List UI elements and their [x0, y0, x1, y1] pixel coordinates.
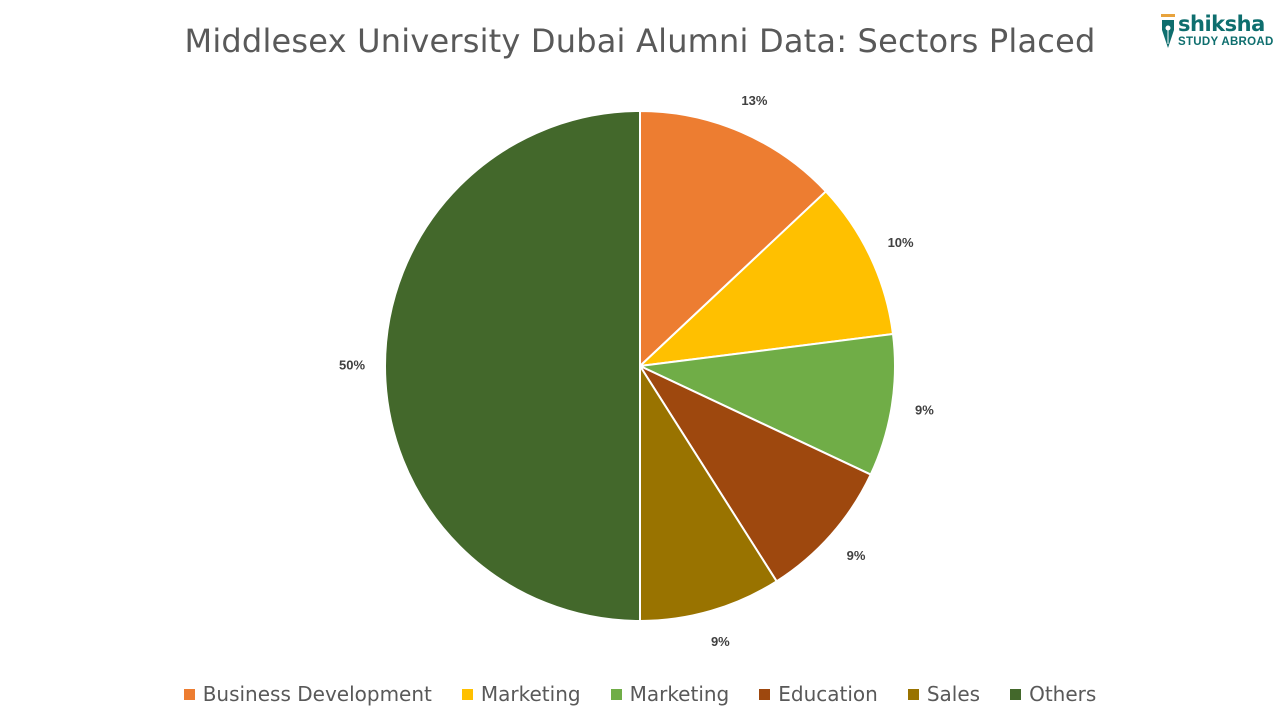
data-label-4: 9% [847, 548, 866, 563]
data-label-6: 50% [339, 357, 365, 372]
pie-chart: 13% 10% 9% 9% 9% 50% [339, 93, 934, 649]
legend-swatch [183, 688, 195, 700]
legend: Business Development Marketing Marketing Ed… [0, 680, 1280, 708]
data-label-3: 9% [915, 402, 934, 417]
legend-label: Business Development [202, 682, 432, 706]
pie-slices [384, 109, 896, 623]
legend-label: Marketing [480, 682, 581, 706]
legend-item-4: Education [759, 682, 878, 706]
logo-brand: shiksha [1178, 12, 1265, 36]
legend-item-3: Marketing [610, 682, 730, 706]
pie-data-labels: 13% 10% 9% 9% 9% 50% [339, 93, 934, 649]
pie-slice-4 [637, 363, 873, 583]
pen-nib-icon [1161, 14, 1175, 48]
pie-slice-3 [636, 332, 896, 476]
legend-label: Sales [926, 682, 981, 706]
legend-item-6: Others [1010, 682, 1096, 706]
data-label-1: 13% [741, 93, 767, 108]
data-label-2: 10% [888, 235, 914, 250]
chart-title: Middlesex University Dubai Alumni Data: … [184, 22, 1096, 60]
legend-swatch [1010, 688, 1022, 700]
shiksha-logo[interactable]: shiksha STUDY ABROAD [1158, 12, 1273, 52]
data-label-5: 9% [711, 634, 730, 649]
logo-subtitle: STUDY ABROAD [1178, 36, 1274, 48]
pie-slice-2 [637, 190, 895, 368]
legend-label: Others [1029, 682, 1097, 706]
pie-slice-5 [639, 362, 779, 623]
legend-swatch [610, 688, 622, 700]
pie-slice-1 [639, 109, 828, 369]
legend-label: Education [778, 682, 878, 706]
legend-swatch [759, 688, 771, 700]
legend-item-1: Business Development [183, 682, 432, 706]
legend-label: Marketing [629, 682, 730, 706]
legend-item-5: Sales [907, 682, 981, 706]
pie-slice-6 [384, 109, 641, 623]
legend-item-2: Marketing [461, 682, 581, 706]
legend-swatch [907, 688, 919, 700]
legend-swatch [461, 688, 473, 700]
